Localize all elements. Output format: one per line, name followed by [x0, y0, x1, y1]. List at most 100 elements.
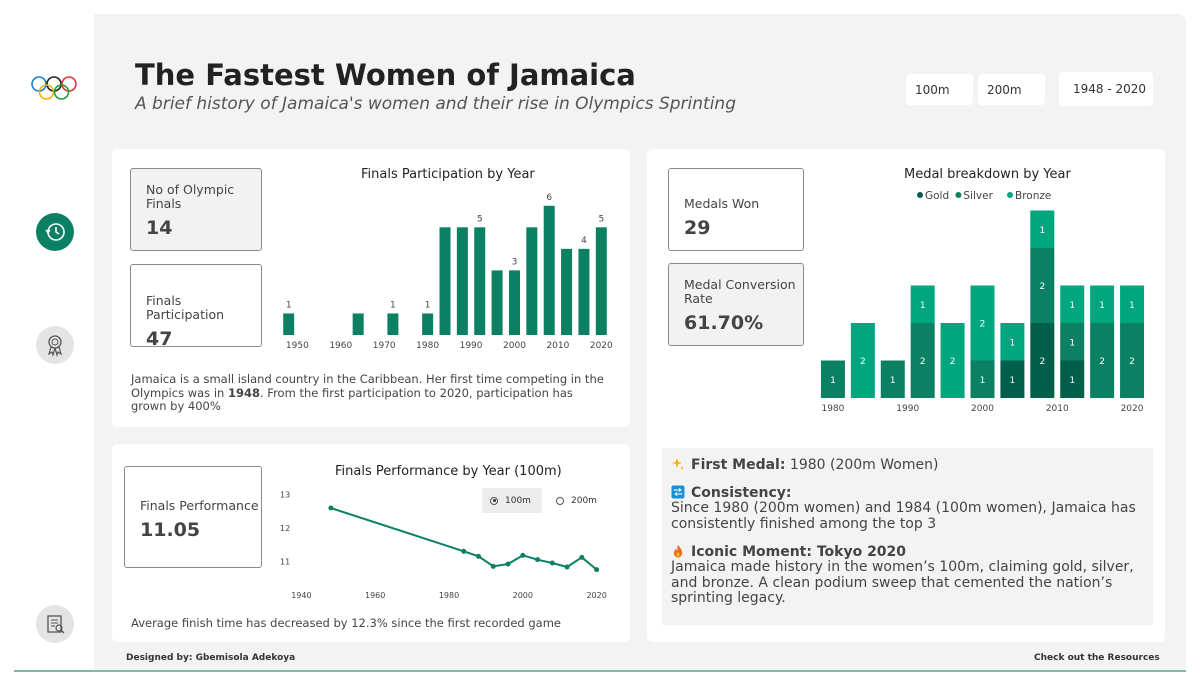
bar-2020	[595, 227, 607, 335]
performance-line	[330, 507, 598, 571]
point-2000	[520, 552, 526, 558]
iconic-heading: Iconic Moment: Tokyo 2020	[671, 544, 1144, 560]
legend-silver: Silver	[963, 190, 993, 202]
legend-bronze: Bronze	[1015, 190, 1051, 202]
point-1992	[490, 563, 496, 569]
bar-2000-silver	[970, 360, 995, 398]
consistency-text: Since 1980 (200m women) and 1984 (100m w…	[671, 500, 1136, 532]
year-range-filter[interactable]: 1948 - 2020	[1059, 72, 1153, 106]
data-label-1984-bronze: 2	[860, 357, 866, 367]
point-2004	[535, 557, 541, 563]
bar-2012	[561, 248, 573, 335]
kpi-olympic-finals: No of Olympic Finals 14	[130, 168, 262, 251]
legend-gold: Gold	[925, 190, 949, 202]
x-tick-1950: 1950	[286, 341, 309, 351]
history-icon	[45, 223, 65, 241]
kpi-finals-performance: Finals Performance 11.05	[124, 466, 262, 568]
x-tick-1960: 1960	[365, 591, 385, 600]
toggle-100m[interactable]: 100m	[482, 488, 542, 513]
data-label-2004-bronze: 1	[1010, 338, 1016, 348]
performance-chart-title: Finals Performance by Year (100m)	[335, 464, 562, 479]
medal-chart-title: Medal breakdown by Year	[904, 167, 1071, 182]
medal-chart: Gold Silver Bronze 1 2 1 2 1 2 1 2 1 1 2 2 1 1 1 1 2 1 2 1 1980…	[820, 190, 1145, 414]
x-tick-2020: 2020	[590, 341, 613, 351]
first-year-highlight: 1948	[227, 385, 260, 400]
bottom-divider	[14, 670, 1186, 672]
data-label-2012-silver: 1	[1069, 338, 1075, 348]
bar-2008-silver	[1030, 248, 1055, 323]
kpi-label: Finals Participation	[146, 293, 225, 322]
bar-1988-silver	[880, 360, 905, 398]
kpi-value: 61.70%	[684, 312, 764, 334]
first-medal-heading: First Medal: 1980 (200m Women)	[671, 457, 1144, 473]
data-label-2012-bronze: 1	[1069, 301, 1075, 311]
x-tick-2000: 2000	[503, 341, 526, 351]
data-label-2008-gold: 2	[1039, 357, 1045, 367]
data-label-2016-silver: 2	[1099, 357, 1105, 367]
x-tick-1960: 1960	[329, 341, 352, 351]
performance-chart: 11 12 13 1940 1960 1980 2000 2020	[280, 491, 607, 600]
x-tick-2020: 2020	[1121, 404, 1144, 414]
data-label-1996-bronze: 2	[950, 357, 956, 367]
data-label-2020-silver: 2	[1129, 357, 1135, 367]
bar-1980-silver	[820, 360, 845, 398]
bar-1984-bronze	[850, 323, 875, 398]
filter-200m-button[interactable]: 200m	[978, 74, 1045, 105]
bar-2016	[578, 248, 590, 335]
bar-2008-gold	[1030, 323, 1055, 398]
data-label-2016: 4	[581, 236, 587, 246]
medals-nav-button[interactable]	[36, 326, 74, 364]
y-tick-12: 12	[280, 524, 290, 533]
x-tick-1940: 1940	[291, 591, 311, 600]
bar-2020-bronze	[1120, 285, 1145, 323]
fire-icon	[673, 545, 683, 558]
bar-2012-silver	[1060, 323, 1085, 361]
toggle-200m[interactable]: 200m	[548, 488, 608, 513]
data-label-1948: 1	[286, 300, 292, 310]
x-tick-1980: 1980	[416, 341, 439, 351]
kpi-medals-won: Medals Won 29	[668, 168, 804, 251]
x-tick-2010: 2010	[1046, 404, 1069, 414]
data-label-1972: 1	[390, 300, 396, 310]
kpi-value: 11.05	[140, 519, 201, 541]
bar-2012-bronze	[1060, 285, 1085, 323]
bar-1964	[352, 313, 364, 335]
legend-swatch-bronze	[1007, 192, 1013, 198]
kpi-label: Medal Conversion Rate	[684, 277, 796, 306]
y-tick-13: 13	[280, 491, 290, 500]
data-label-2020: 5	[598, 214, 604, 224]
bar-1948	[283, 313, 295, 335]
history-nav-button[interactable]	[36, 213, 74, 251]
radio-selected-icon	[490, 496, 498, 505]
bar-1992	[474, 227, 486, 335]
bar-2008	[543, 205, 555, 335]
data-label-2008: 6	[546, 193, 552, 203]
x-tick-1980: 1980	[439, 591, 459, 600]
data-label-1992: 5	[477, 214, 483, 224]
x-tick-2020: 2020	[586, 591, 606, 600]
resources-link[interactable]: Check out the Resources	[1034, 653, 1160, 663]
story-box: First Medal: 1980 (200m Women) Consisten…	[662, 448, 1153, 625]
point-1988	[476, 553, 482, 559]
x-tick-1970: 1970	[373, 341, 396, 351]
resources-nav-button[interactable]	[36, 605, 74, 643]
y-tick-11: 11	[280, 557, 290, 566]
point-1984	[461, 548, 467, 554]
data-label-2000-bronze: 2	[980, 320, 986, 330]
point-1948	[328, 505, 334, 511]
x-tick-2000: 2000	[971, 404, 994, 414]
bar-1980	[422, 313, 434, 335]
data-label-2020-bronze: 1	[1129, 301, 1135, 311]
bar-2000	[508, 270, 520, 335]
radio-unselected-icon	[556, 496, 564, 505]
data-label-1992-bronze: 1	[920, 301, 926, 311]
participation-chart: 1 1 1 5 3 6 4 5 1950 1960 1970 1980 1990 2000 2010 2020	[283, 193, 613, 351]
filter-100m-button[interactable]: 100m	[906, 74, 973, 105]
bar-1984	[439, 227, 451, 335]
bar-1992-silver	[910, 323, 935, 398]
consistency-heading: Consistency:	[671, 485, 1144, 501]
x-tick-2010: 2010	[546, 341, 569, 351]
kpi-value: 29	[684, 217, 711, 239]
data-label-2016-bronze: 1	[1099, 301, 1105, 311]
point-1996	[505, 561, 511, 567]
